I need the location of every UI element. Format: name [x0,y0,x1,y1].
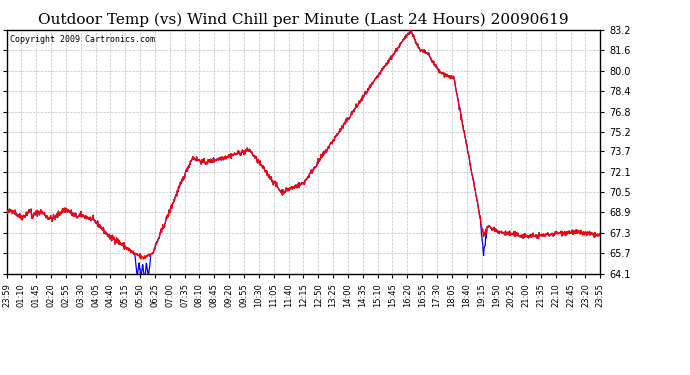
Text: Copyright 2009 Cartronics.com: Copyright 2009 Cartronics.com [10,35,155,44]
Title: Outdoor Temp (vs) Wind Chill per Minute (Last 24 Hours) 20090619: Outdoor Temp (vs) Wind Chill per Minute … [38,13,569,27]
